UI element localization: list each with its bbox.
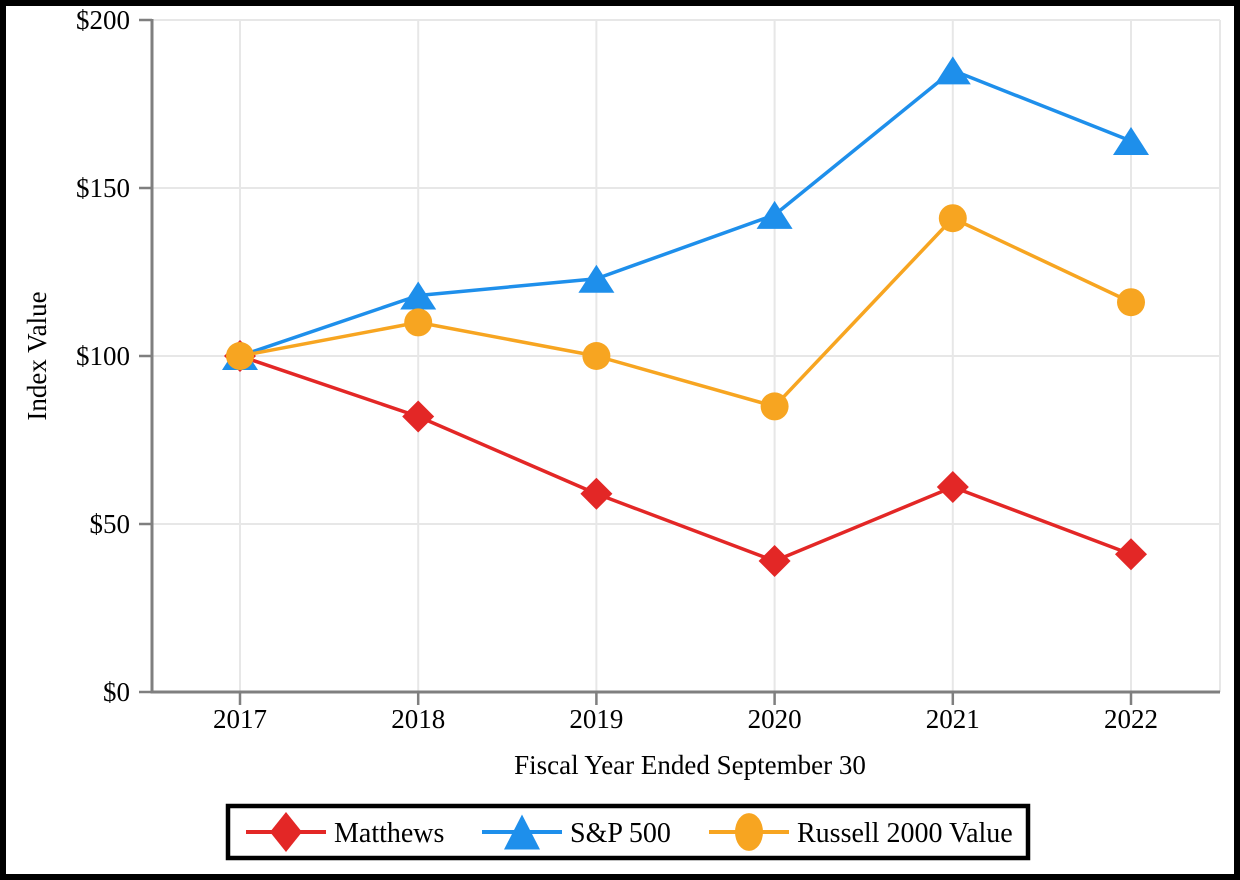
series-russell-2000-value [226,204,1145,421]
series-matthews [224,340,1147,577]
legend-item-s-p-500: S&P 500 [482,814,671,850]
data-point-matthews-2020 [758,544,791,577]
data-point-russell-2000-value-2022 [1117,288,1145,317]
data-point-s-p-500-2019 [578,264,615,293]
data-point-s-p-500-2020 [756,200,793,229]
data-point-russell-2000-value-2020 [760,392,789,421]
x-tick-label-2018: 2018 [391,704,445,734]
y-tick-label-50: $50 [90,509,131,539]
data-point-russell-2000-value-2017 [226,342,254,370]
legend-marker-matthews [270,812,302,852]
data-point-s-p-500-2022 [1113,126,1149,155]
data-point-s-p-500-2021 [934,56,971,85]
legend: Matthews S&P 500 Russell 2000 Value [225,803,1031,861]
data-point-russell-2000-value-2019 [582,342,611,370]
line-chart-canvas: $0 $50 $100 $150 $200 2017 2018 2019 2020 2021 202… [22,6,1221,861]
data-point-matthews-2019 [580,477,613,510]
legend-label-matthews: Matthews [334,818,444,849]
data-point-matthews-2021 [936,471,969,504]
legend-item-russell-2000-value: Russell 2000 Value [709,813,1013,851]
x-tick-label-2020: 2020 [748,704,802,734]
series-line-russell-2000-value [239,216,1132,409]
y-tick-label-0: $0 [103,677,130,707]
y-tick-label-100: $100 [76,341,130,371]
data-point-russell-2000-value-2018 [404,308,433,337]
x-tick-label-2017: 2017 [213,704,267,734]
data-point-russell-2000-value-2021 [938,204,967,233]
x-tick-label-2021: 2021 [926,704,980,734]
legend-box [225,803,1031,861]
data-point-matthews-2018 [402,400,435,433]
series-line-s-p-500 [239,68,1132,358]
legend-marker-russell-2000-value [735,813,763,851]
y-tick-label-150: $150 [76,173,130,203]
data-point-matthews-2022 [1115,538,1147,571]
y-tick-label-200: $200 [76,6,130,35]
x-axis-title: Fiscal Year Ended September 30 [514,750,866,780]
x-tick-label-2019: 2019 [569,704,623,734]
x-tick-label-2022: 2022 [1104,704,1158,734]
data-point-s-p-500-2018 [400,281,437,310]
y-axis-title: Index Value [22,291,52,420]
series-line-matthews [239,354,1132,563]
legend-item-matthews: Matthews [246,812,444,852]
legend-marker-s-p-500 [504,814,540,850]
series-s-p-500 [222,56,1149,370]
legend-label-russell-2000-value: Russell 2000 Value [797,818,1013,849]
legend-label-s-p-500: S&P 500 [570,818,671,849]
